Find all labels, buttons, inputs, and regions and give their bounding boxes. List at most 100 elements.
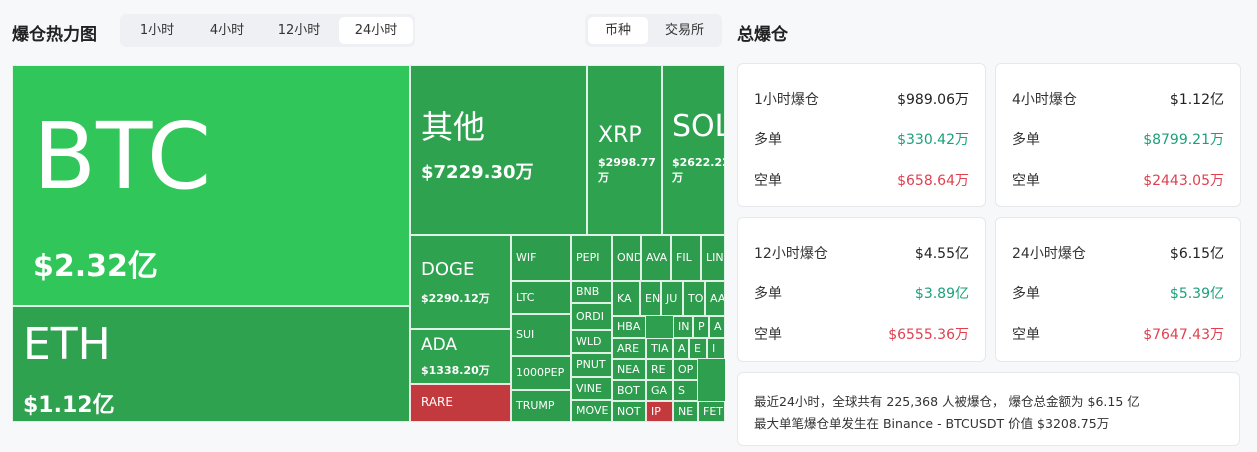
- time-tab[interactable]: 24小时: [339, 17, 413, 44]
- tile-label: GA: [651, 383, 668, 397]
- tile-label: ETH: [23, 319, 111, 370]
- treemap-tile: DOGE $2290.12万: [410, 235, 511, 329]
- row-label: 多单: [754, 286, 782, 302]
- treemap-tile: SUI: [511, 314, 571, 356]
- treemap-tile: P: [693, 316, 709, 338]
- tile-label: XRP: [598, 123, 642, 148]
- tile-label: FET: [703, 404, 723, 418]
- treemap-tile: S: [673, 380, 698, 401]
- treemap-tile: MOVE: [571, 400, 612, 422]
- treemap-tile: AVA: [641, 235, 671, 281]
- total-card: 24小时爆仓 $6.15亿 多单 $5.39亿 空单 $7647.43万: [995, 217, 1241, 362]
- mode-tab[interactable]: 交易所: [664, 23, 704, 38]
- tile-label: HBA: [617, 320, 641, 333]
- treemap-tile: TO: [683, 281, 705, 316]
- treemap-tile: LIN: [701, 235, 725, 281]
- heatmap-title: 爆仓热力图: [12, 25, 97, 45]
- tile-label: DOGE: [421, 259, 475, 280]
- treemap-tile: RE: [646, 359, 673, 380]
- time-tabs: 1小时 4小时 12小时 24小时: [120, 14, 415, 47]
- mode-tabs: 币种 交易所: [585, 14, 722, 47]
- treemap-tile: 其他 $7229.30万: [410, 65, 587, 235]
- time-tab[interactable]: 4小时: [209, 23, 245, 38]
- tile-label: PNUT: [576, 358, 606, 371]
- tile-label: A: [678, 341, 686, 355]
- tile-value: $2998.77万: [598, 156, 656, 184]
- tile-value: $1.12亿: [23, 393, 115, 418]
- treemap: BTC $2.32亿 ETH $1.12亿 其他 $7229.30万 XRP $2998.77…: [12, 65, 725, 422]
- tile-label: OP: [678, 362, 694, 376]
- tile-label: IN: [678, 320, 690, 333]
- time-tab[interactable]: 1小时: [139, 23, 175, 38]
- treemap-tile: PEPI: [571, 235, 612, 281]
- tile-label: IP: [651, 404, 661, 418]
- tile-label: BOT: [617, 383, 640, 397]
- tile-label: 其他: [421, 108, 486, 146]
- tile-label: NOT: [617, 404, 641, 418]
- tile-label: TO: [688, 291, 704, 305]
- treemap-tile: SOL $2622.22万: [662, 65, 725, 235]
- treemap-tile: NOT: [612, 401, 646, 422]
- row-label: 多单: [1012, 132, 1040, 148]
- treemap-tile: FET: [698, 401, 725, 422]
- card-title: 4小时爆仓: [1012, 92, 1077, 108]
- treemap-tile: BNB: [571, 281, 612, 303]
- treemap-tile: AA: [705, 281, 725, 316]
- tile-label: ADA: [421, 335, 458, 355]
- treemap-tile: BOT: [612, 380, 646, 401]
- row-label: 空单: [754, 173, 782, 189]
- row-label: 多单: [754, 132, 782, 148]
- tile-label: LIN: [706, 251, 724, 264]
- tile-label: EN: [645, 291, 661, 305]
- tile-label: FIL: [676, 251, 692, 264]
- row-value: $330.42万: [897, 132, 969, 148]
- row-value: $5.39亿: [1169, 286, 1224, 302]
- tile-label: WLD: [576, 334, 602, 348]
- tile-label: TIA: [651, 341, 669, 355]
- treemap-tile: ARE: [612, 338, 646, 359]
- row-value: $658.64万: [897, 173, 969, 189]
- summary-line: 最近24小时，全球共有 225,368 人被爆仓， 爆仓总金额为 $6.15 亿: [754, 394, 1140, 409]
- treemap-tile: A: [709, 316, 725, 338]
- tile-label: E: [694, 341, 701, 355]
- mode-tab[interactable]: 币种: [588, 17, 648, 44]
- row-label: 空单: [754, 327, 782, 343]
- treemap-tile: JU: [661, 281, 683, 316]
- card-total: $989.06万: [897, 92, 969, 108]
- time-tab[interactable]: 12小时: [277, 23, 321, 38]
- treemap-tile: NE: [673, 401, 698, 422]
- row-label: 空单: [1012, 173, 1040, 189]
- treemap-tile: 1000PEP: [511, 356, 571, 390]
- total-card: 12小时爆仓 $4.55亿 多单 $3.89亿 空单 $6555.36万: [737, 217, 986, 362]
- card-title: 24小时爆仓: [1012, 246, 1086, 262]
- tile-value: $1338.20万: [421, 364, 490, 377]
- treemap-tile: PNUT: [571, 353, 612, 377]
- treemap-tile: TIA: [646, 338, 673, 359]
- tile-value: $2290.12万: [421, 292, 490, 305]
- tile-value: $2.32亿: [33, 249, 158, 284]
- tile-value: $2622.22万: [672, 156, 725, 184]
- row-label: 多单: [1012, 286, 1040, 302]
- tile-label: NE: [678, 404, 694, 418]
- tile-label: LTC: [516, 290, 535, 304]
- treemap-tile: ETH $1.12亿: [12, 306, 410, 422]
- treemap-tile: OP: [673, 359, 698, 380]
- treemap-tile: ORDI: [571, 303, 612, 330]
- tile-label: WIF: [516, 251, 537, 264]
- tile-label: A: [714, 320, 722, 333]
- treemap-tile: ADA $1338.20万: [410, 329, 511, 384]
- treemap-tile: HBA: [612, 316, 646, 338]
- treemap-tile: IN: [673, 316, 693, 338]
- treemap-tile: GA: [646, 380, 673, 401]
- card-title: 12小时爆仓: [754, 246, 828, 262]
- tile-label: SOL: [672, 109, 724, 144]
- tile-label: AA: [710, 291, 725, 305]
- row-value: $6555.36万: [888, 327, 969, 343]
- tile-label: OND: [617, 251, 641, 264]
- treemap-tile: IP: [646, 401, 673, 422]
- card-total: $4.55亿: [914, 246, 969, 262]
- tile-label: MOVE: [576, 404, 609, 417]
- row-value: $8799.21万: [1143, 132, 1224, 148]
- treemap-tile: NEA: [612, 359, 646, 380]
